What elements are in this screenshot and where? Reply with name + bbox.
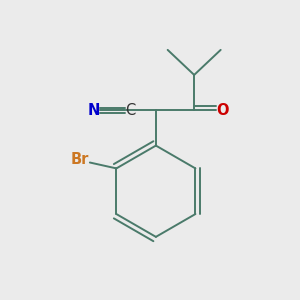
Text: N: N: [87, 103, 100, 118]
Text: Br: Br: [70, 152, 89, 167]
Text: C: C: [125, 103, 135, 118]
Text: O: O: [217, 103, 229, 118]
